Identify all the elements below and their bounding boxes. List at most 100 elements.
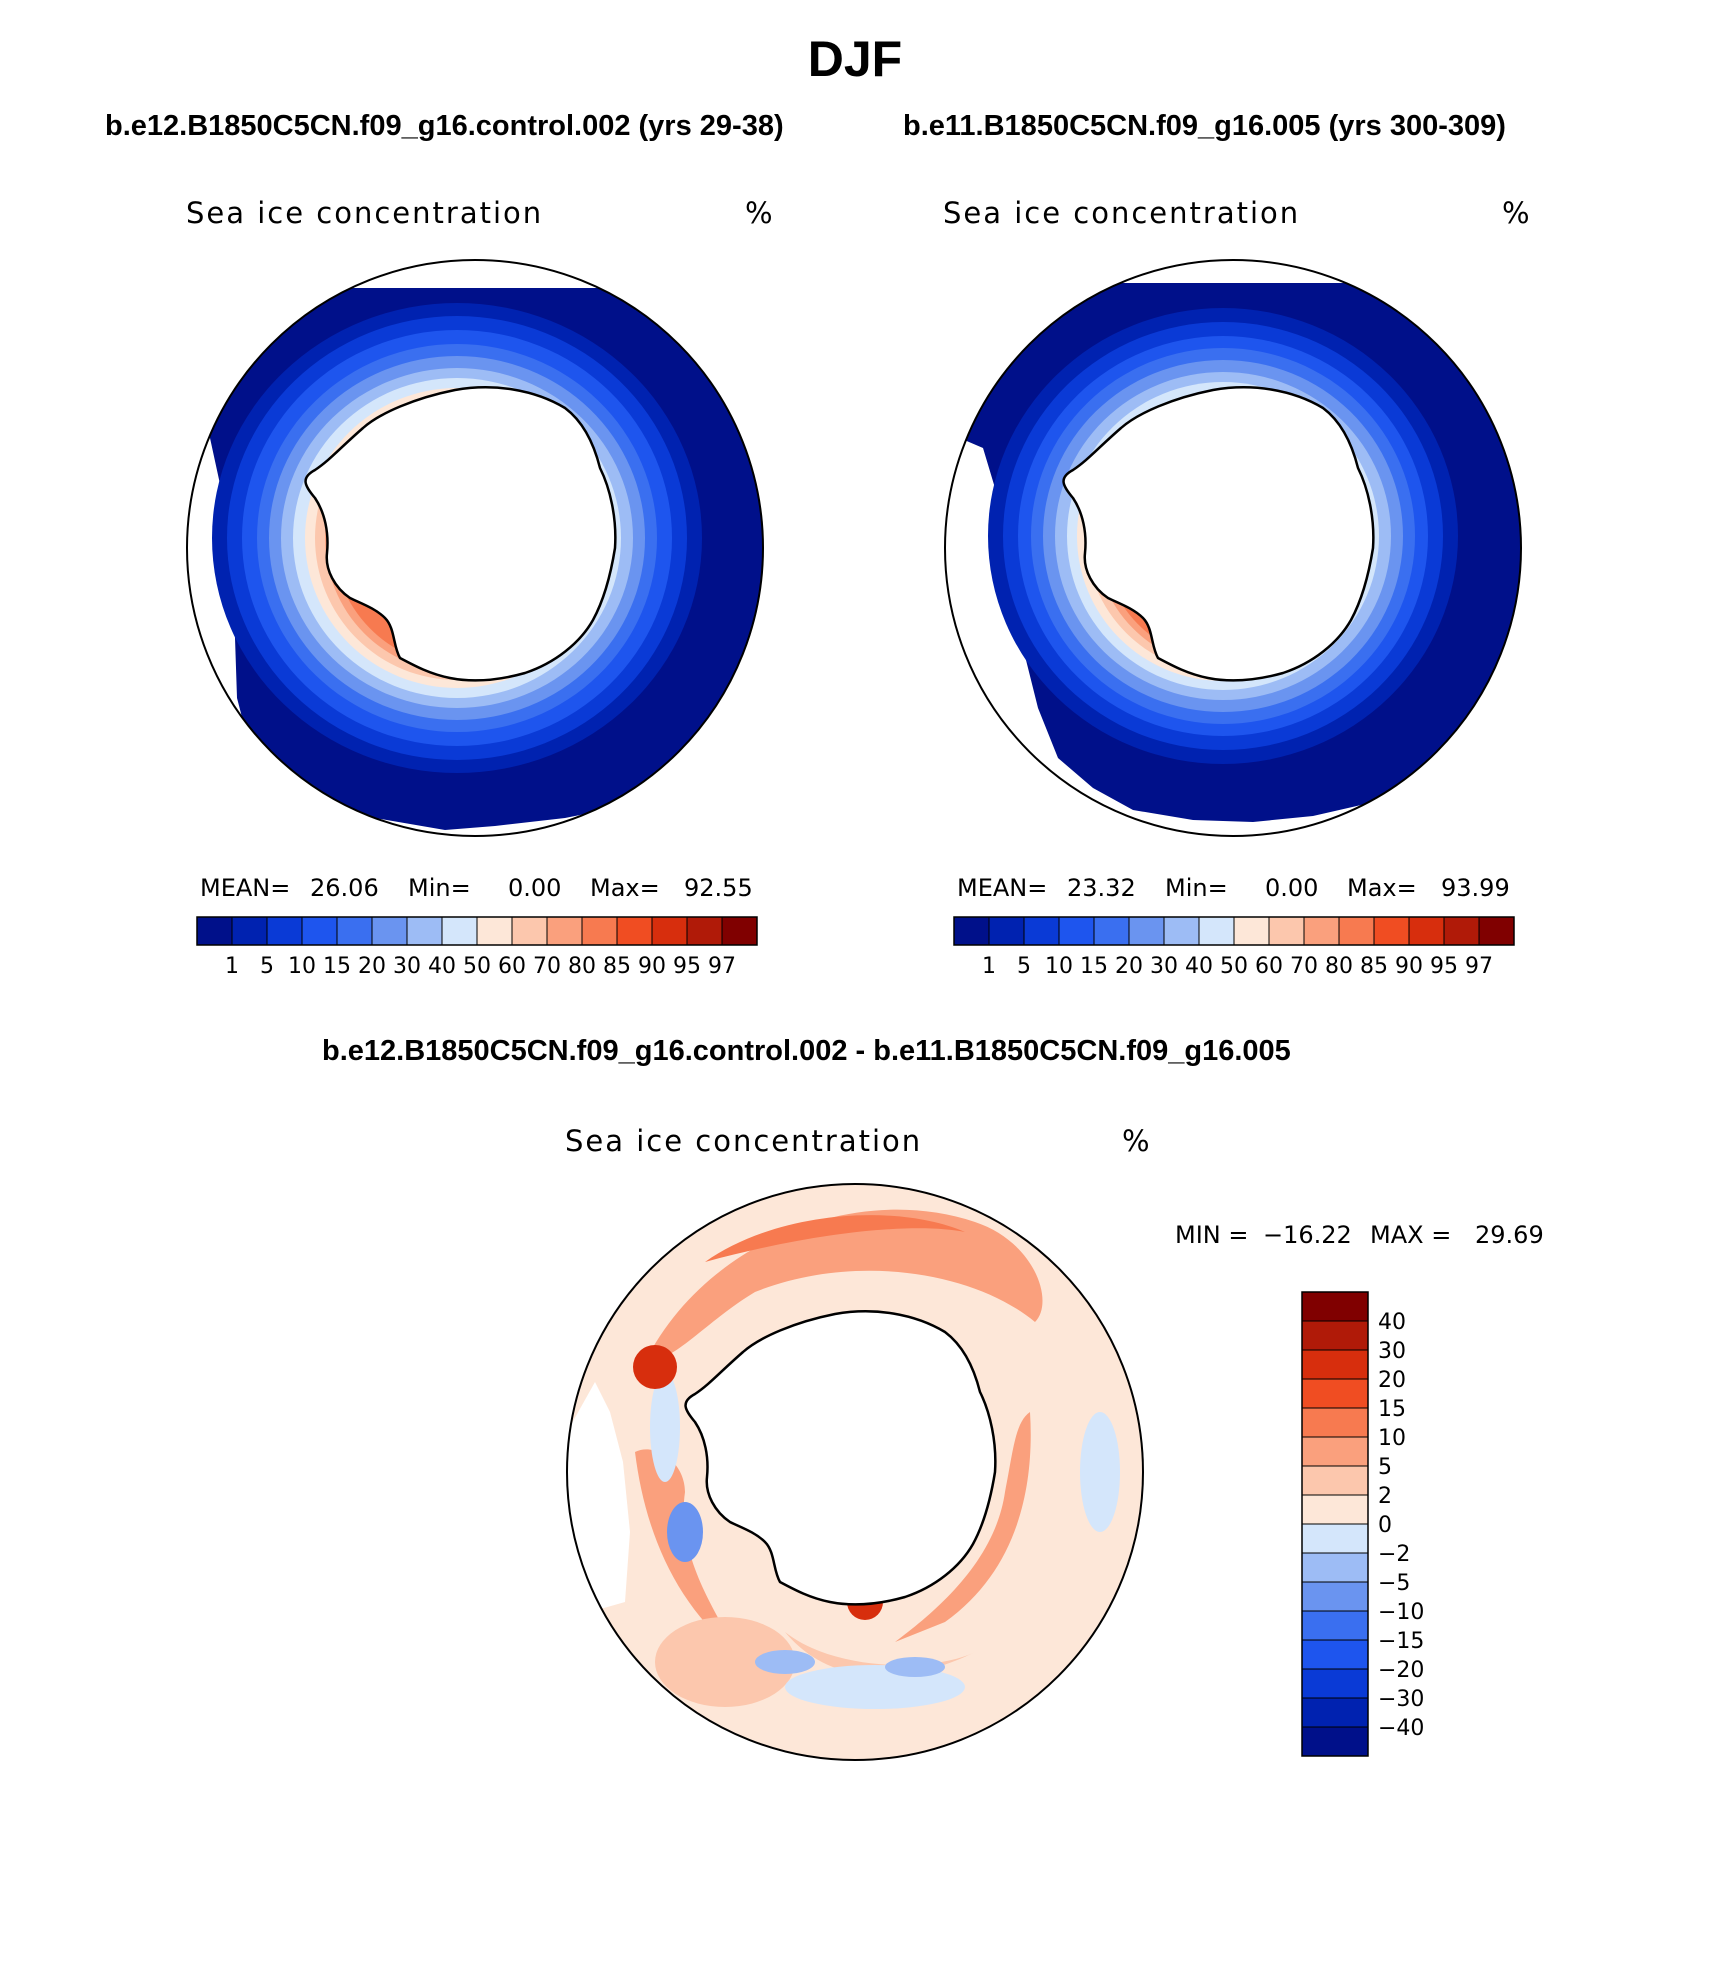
colorbar-swatch: [336, 916, 373, 946]
difference-variable-label: Sea ice concentration: [565, 1124, 923, 1158]
colorbar-tick-label: −5: [1378, 1571, 1410, 1596]
panel-1-mean-value: 26.06: [310, 874, 379, 902]
colorbar-swatch: [1301, 1668, 1369, 1699]
colorbar-swatch: [1301, 1436, 1369, 1467]
colorbar-swatch: [1198, 916, 1235, 946]
figure-title: DJF: [807, 31, 903, 87]
colorbar-tick-label: 15: [323, 954, 351, 979]
difference-min-label: MIN =: [1175, 1221, 1249, 1249]
panel-1-min-value: 0.00: [508, 874, 562, 902]
colorbar-swatch: [1128, 916, 1165, 946]
colorbar-swatch: [196, 916, 233, 946]
difference-min-value: −16.22: [1263, 1221, 1352, 1249]
colorbar-swatch: [1301, 1552, 1369, 1583]
colorbar-tick-label: 60: [498, 954, 526, 979]
colorbar-swatch: [1338, 916, 1375, 946]
colorbar-swatch: [988, 916, 1025, 946]
colorbar-swatch: [1301, 1494, 1369, 1525]
panel-2-min-value: 0.00: [1265, 874, 1319, 902]
colorbar-tick-label: −30: [1378, 1687, 1424, 1712]
colorbar-swatch: [371, 916, 408, 946]
colorbar-tick-label: 70: [1290, 954, 1318, 979]
panel-2-mean-label: MEAN=: [957, 874, 1048, 902]
colorbar-tick-label: 85: [603, 954, 631, 979]
panel-2-map: [944, 259, 1522, 837]
colorbar-swatch: [1301, 1465, 1369, 1496]
colorbar-swatch: [1301, 1320, 1369, 1351]
colorbar-tick-label: 1: [225, 954, 239, 979]
colorbar-tick-label: 5: [1378, 1455, 1392, 1480]
panel-2-max-value: 93.99: [1441, 874, 1510, 902]
colorbar-swatch: [476, 916, 513, 946]
colorbar-tick-label: −20: [1378, 1658, 1424, 1683]
colorbar-swatch: [1058, 916, 1095, 946]
panel-1-variable-label: Sea ice concentration: [186, 196, 544, 230]
colorbar-tick-label: 20: [358, 954, 386, 979]
panel-2-mean-value: 23.32: [1067, 874, 1136, 902]
colorbar-tick-label: 40: [1185, 954, 1213, 979]
panel-1-title: b.e12.B1850C5CN.f09_g16.control.002 (yrs…: [105, 110, 784, 142]
colorbar-swatch: [1233, 916, 1270, 946]
colorbar-swatch: [266, 916, 303, 946]
colorbar-tick-label: −10: [1378, 1600, 1424, 1625]
colorbar-swatch: [1303, 916, 1340, 946]
panel-2-units-label: %: [1502, 196, 1530, 230]
panel-1-min-label: Min=: [408, 874, 471, 902]
colorbar-swatch: [1268, 916, 1305, 946]
colorbar-tick-label: 80: [1325, 954, 1353, 979]
colorbar-swatch: [1408, 916, 1445, 946]
colorbar-swatch: [651, 916, 688, 946]
difference-panel-title: b.e12.B1850C5CN.f09_g16.control.002 - b.…: [322, 1035, 1291, 1067]
colorbar-tick-label: 85: [1360, 954, 1388, 979]
colorbar-tick-label: −40: [1378, 1716, 1424, 1741]
colorbar-tick-label: 1: [982, 954, 996, 979]
panel-2-title: b.e11.B1850C5CN.f09_g16.005 (yrs 300-309…: [903, 110, 1506, 142]
colorbar-swatch: [616, 916, 653, 946]
colorbar-tick-label: 5: [260, 954, 274, 979]
colorbar-tick-label: 60: [1255, 954, 1283, 979]
panel-1-map: [186, 259, 764, 837]
colorbar-swatch: [581, 916, 618, 946]
colorbar-swatch: [1301, 1523, 1369, 1554]
panel-2-variable-label: Sea ice concentration: [943, 196, 1301, 230]
colorbar-swatch: [1301, 1726, 1369, 1757]
panel-2-min-label: Min=: [1165, 874, 1228, 902]
colorbar-tick-label: 50: [1220, 954, 1248, 979]
colorbar-swatch: [1301, 1581, 1369, 1612]
colorbar-tick-label: 40: [428, 954, 456, 979]
difference-max-value: 29.69: [1475, 1221, 1544, 1249]
colorbar-tick-label: 10: [1378, 1426, 1406, 1451]
panel-1-max-value: 92.55: [684, 874, 753, 902]
colorbar-swatch: [953, 916, 990, 946]
colorbar-swatch: [686, 916, 723, 946]
colorbar-swatch: [1373, 916, 1410, 946]
colorbar-tick-label: 20: [1115, 954, 1143, 979]
colorbar-tick-label: 10: [288, 954, 316, 979]
colorbar-tick-label: 10: [1045, 954, 1073, 979]
panel-1-mean-label: MEAN=: [200, 874, 291, 902]
colorbar-swatch: [1478, 916, 1515, 946]
panel-1-max-label: Max=: [590, 874, 660, 902]
panel-1-colorbar: 1 5 10 15 20 30 40 50 60 70 80 85 90 95 97: [196, 916, 758, 979]
colorbar-tick-label: 2: [1378, 1484, 1392, 1509]
colorbar-tick-label: −15: [1378, 1629, 1424, 1654]
colorbar-swatch: [1301, 1291, 1369, 1322]
colorbar-tick-label: 40: [1378, 1310, 1406, 1335]
colorbar-tick-label: 90: [638, 954, 666, 979]
colorbar-tick-label: 70: [533, 954, 561, 979]
colorbar-swatch: [1093, 916, 1130, 946]
panel-1-units-label: %: [745, 196, 773, 230]
colorbar-tick-label: 95: [673, 954, 701, 979]
colorbar-swatch: [1301, 1639, 1369, 1670]
colorbar-swatch: [511, 916, 548, 946]
colorbar-swatch: [301, 916, 338, 946]
colorbar-tick-label: −2: [1378, 1542, 1410, 1567]
colorbar-swatch: [1023, 916, 1060, 946]
colorbar-tick-label: 30: [393, 954, 421, 979]
colorbar-swatch: [1301, 1407, 1369, 1438]
colorbar-tick-label: 0: [1378, 1513, 1392, 1538]
difference-max-label: MAX =: [1370, 1221, 1452, 1249]
panel-2-max-label: Max=: [1347, 874, 1417, 902]
